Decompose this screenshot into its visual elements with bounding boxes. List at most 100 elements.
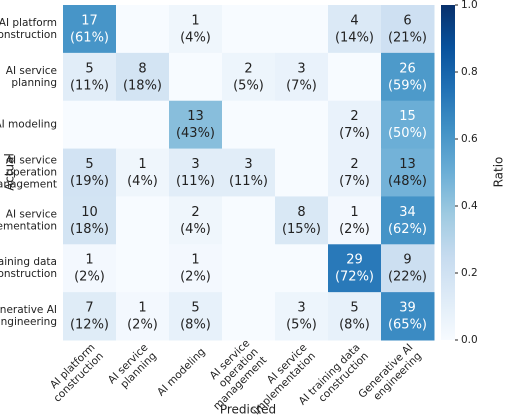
y-tick-label: AI service planning <box>6 65 57 89</box>
cell-count: 6 <box>403 13 411 28</box>
cell-ratio: (61%) <box>70 30 109 45</box>
cell-count: 13 <box>187 109 204 124</box>
cell-count: 29 <box>346 253 363 268</box>
heatmap-cell <box>169 5 223 54</box>
cell-ratio: (2%) <box>127 318 158 333</box>
heatmap-cell <box>328 100 382 150</box>
cell-ratio: (11%) <box>229 174 268 189</box>
cell-count: 1 <box>138 157 146 172</box>
cell-ratio: (11%) <box>70 78 109 93</box>
cell-count: 1 <box>191 13 199 28</box>
heatmap-cell <box>116 196 170 245</box>
heatmap-cell <box>169 148 223 197</box>
y-tick-label: AI serviceimplementation <box>0 208 57 232</box>
colorbar-tick-label: 0.4 <box>461 200 478 212</box>
y-tick-label: AI serviceoperationmanagement <box>0 155 57 191</box>
cell-ratio: (62%) <box>388 222 427 237</box>
cell-count: 17 <box>81 13 98 28</box>
cell-count: 39 <box>399 301 416 316</box>
heatmap-cell <box>63 5 117 54</box>
cell-count: 4 <box>350 13 358 28</box>
cell-count: 2 <box>191 205 199 220</box>
cell-count: 2 <box>244 61 252 76</box>
cell-ratio: (14%) <box>335 30 374 45</box>
cell-count: 7 <box>85 301 93 316</box>
cell-ratio: (7%) <box>286 78 317 93</box>
heatmap-cell <box>116 52 170 102</box>
cell-count: 9 <box>403 253 411 268</box>
cell-ratio: (4%) <box>180 30 211 45</box>
heatmap-cell <box>275 148 329 197</box>
cell-ratio: (22%) <box>388 270 427 285</box>
y-tick-label: AI training dataconstruction <box>0 256 57 280</box>
heatmap-cell <box>63 292 117 341</box>
heatmap-cell <box>116 244 170 293</box>
heatmap-cell <box>275 292 329 341</box>
cell-count: 5 <box>350 301 358 316</box>
heatmap-cell <box>275 52 329 102</box>
cell-ratio: (19%) <box>70 174 109 189</box>
cell-count: 10 <box>81 205 98 220</box>
cell-ratio: (4%) <box>180 222 211 237</box>
cell-ratio: (4%) <box>127 174 158 189</box>
heatmap-cell <box>116 5 170 54</box>
colorbar-tick-label: 0.2 <box>461 267 478 279</box>
heatmap-cell <box>275 100 329 150</box>
heatmap-cell <box>116 292 170 341</box>
heatmap-cell <box>169 100 223 150</box>
colorbar-tick-label: 0.0 <box>461 334 478 346</box>
heatmap-cell <box>63 100 117 150</box>
y-axis-title: Actual <box>3 153 17 191</box>
cell-count: 5 <box>85 61 93 76</box>
heatmap-cell <box>169 244 223 293</box>
x-tick-label: Generative AIengineering <box>356 342 424 410</box>
heatmap-cell <box>63 244 117 293</box>
heatmap-cell <box>381 244 435 293</box>
y-tick-label: Generative AIengineering <box>0 304 57 328</box>
cell-ratio: (18%) <box>70 222 109 237</box>
heatmap-cell <box>63 148 117 197</box>
cell-ratio: (21%) <box>388 30 427 45</box>
heatmap-cell <box>381 292 435 341</box>
heatmap-cell <box>328 244 382 293</box>
cell-ratio: (2%) <box>339 222 370 237</box>
colorbar-tick-label: 1.0 <box>461 0 478 11</box>
cell-ratio: (5%) <box>286 318 317 333</box>
cell-ratio: (2%) <box>180 270 211 285</box>
heatmap-cell <box>381 100 435 150</box>
heatmap-cell <box>222 244 276 293</box>
y-tick-label: AI platformconstruction <box>0 17 57 41</box>
heatmap-cell <box>381 196 435 245</box>
cell-ratio: (8%) <box>339 318 370 333</box>
cell-ratio: (8%) <box>180 318 211 333</box>
heatmap-cell <box>116 148 170 197</box>
cell-count: 1 <box>138 301 146 316</box>
heatmap-cell <box>381 148 435 197</box>
cell-count: 3 <box>297 61 305 76</box>
heatmap-cell <box>275 244 329 293</box>
heatmap-cell <box>328 292 382 341</box>
x-axis-title: Predicted <box>220 403 276 417</box>
cell-count: 8 <box>138 61 146 76</box>
cell-count: 26 <box>399 61 416 76</box>
cell-ratio: (50%) <box>388 126 427 141</box>
cell-ratio: (7%) <box>339 174 370 189</box>
heatmap-cell <box>222 292 276 341</box>
cell-count: 8 <box>297 205 305 220</box>
heatmap-cell <box>169 52 223 102</box>
cell-count: 1 <box>191 253 199 268</box>
cell-ratio: (11%) <box>176 174 215 189</box>
heatmap-cell <box>169 292 223 341</box>
colorbar-title: Ratio <box>492 157 506 188</box>
heatmap-cell <box>381 5 435 54</box>
heatmap-cell <box>63 196 117 245</box>
heatmap-cell <box>222 52 276 102</box>
cell-ratio: (48%) <box>388 174 427 189</box>
x-tick-label: AI serviceplanning <box>106 342 159 395</box>
cell-ratio: (72%) <box>335 270 374 285</box>
heatmap-cell <box>222 196 276 245</box>
cell-ratio: (59%) <box>388 78 427 93</box>
cell-count: 15 <box>399 109 416 124</box>
cell-count: 13 <box>399 157 416 172</box>
